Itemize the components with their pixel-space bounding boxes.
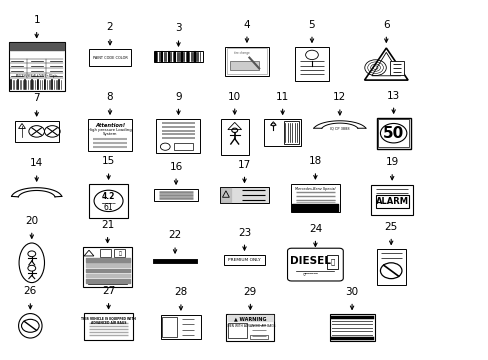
Text: IQ CP 3888: IQ CP 3888 [329,126,349,131]
Text: 7: 7 [33,93,40,103]
Text: System: System [102,132,117,136]
Text: 25: 25 [384,222,397,232]
Bar [83,247,132,287]
Text: 3: 3 [175,23,182,33]
Bar [290,184,339,212]
Bar [389,61,404,75]
Bar [220,119,248,155]
Bar [114,249,125,257]
Text: PREMIUM ONLY: PREMIUM ONLY [228,258,260,262]
Text: 21: 21 [101,220,114,230]
Text: 2: 2 [106,22,113,32]
Bar [156,119,200,153]
Text: PAINT CODE COLOR: PAINT CODE COLOR [92,55,127,60]
Bar [329,314,374,341]
Bar [88,119,132,151]
Bar [220,187,268,203]
Text: 50: 50 [382,126,404,141]
Bar [375,195,408,208]
Bar [378,119,408,147]
Text: Mercedes-Benz Special: Mercedes-Benz Special [295,187,335,191]
Text: Attention!: Attention! [95,123,125,128]
Text: 28: 28 [174,287,187,297]
Bar [84,313,133,341]
Text: 4: 4 [243,19,250,30]
Bar [229,61,259,70]
Bar [371,184,412,215]
Text: ─────: ───── [101,200,116,205]
Text: 23: 23 [237,228,251,238]
Bar [8,42,64,91]
Text: 9: 9 [175,92,182,102]
Text: 5: 5 [308,20,315,30]
Text: ADVANCED AIR BAGS: ADVANCED AIR BAGS [91,321,126,325]
Bar [264,119,300,146]
Text: 13: 13 [386,91,400,100]
Text: THIS VEHICLE IS EQUIPPED WITH: THIS VEHICLE IS EQUIPPED WITH [81,317,136,321]
Text: 11: 11 [275,92,289,102]
Bar [173,143,193,150]
Text: 17: 17 [237,160,251,170]
Text: 6: 6 [382,20,389,30]
Text: 26: 26 [23,286,37,296]
Bar [154,51,203,62]
Bar [284,121,298,144]
Text: 12: 12 [332,93,346,102]
Text: 15: 15 [102,157,115,166]
Text: 18: 18 [308,156,322,166]
Bar [223,255,264,265]
Text: ⛽: ⛽ [330,258,334,265]
Bar [376,249,405,285]
Bar [249,335,267,339]
Text: 1: 1 [33,15,40,25]
Text: 24: 24 [308,224,322,234]
Text: 10: 10 [228,91,241,102]
Text: 22: 22 [168,230,182,240]
Bar [326,255,337,269]
Text: PROCESS/SERIAL#/VIN/3+4Digits: PROCESS/SERIAL#/VIN/3+4Digits [16,74,58,78]
Bar [224,47,268,76]
FancyBboxPatch shape [287,248,343,281]
Text: 20: 20 [25,216,38,226]
Bar [89,184,127,218]
Text: 19: 19 [385,157,398,167]
Bar [226,314,274,341]
Bar [162,317,177,337]
Text: 4.2: 4.2 [102,192,115,201]
Text: ALARM: ALARM [375,197,408,206]
Bar [15,121,59,142]
Text: 27: 27 [102,286,115,296]
Bar [89,49,131,66]
Bar [154,189,198,201]
Bar [161,315,201,339]
Text: EVEN WITH ADVANCED AIR BAGS: EVEN WITH ADVANCED AIR BAGS [225,324,275,328]
Text: 8: 8 [106,91,113,102]
Text: 🚗: 🚗 [118,251,121,256]
Text: High pressure Loading: High pressure Loading [88,128,132,132]
Text: tire change: tire change [234,51,249,55]
Text: 30: 30 [345,287,358,297]
Text: DIESEL: DIESEL [289,256,330,266]
Text: 14: 14 [30,158,43,168]
Text: 16: 16 [169,162,183,171]
Text: 61: 61 [103,203,113,212]
Bar [100,249,110,257]
Text: 29: 29 [243,287,257,297]
Bar [228,323,246,338]
Text: ○──────: ○────── [302,272,318,276]
Text: ▲ WARNING: ▲ WARNING [234,317,266,321]
Bar [376,118,410,148]
Bar [226,48,266,74]
Bar [295,47,328,81]
